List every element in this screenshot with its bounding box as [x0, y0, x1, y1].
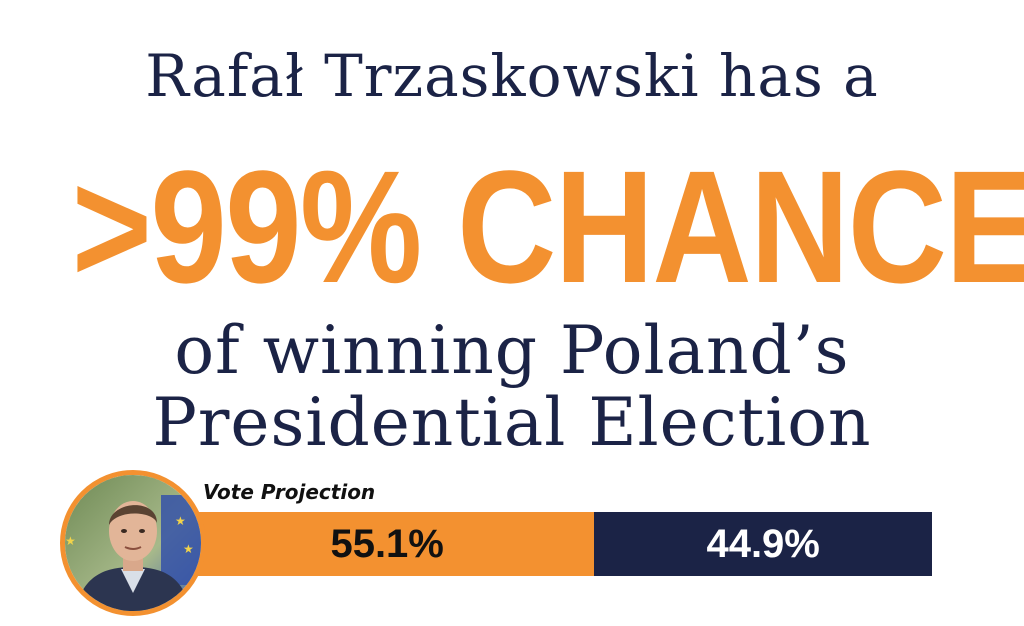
headline-line-1: Rafał Trzaskowski has a: [145, 42, 879, 110]
headline-line-3: of winning Poland’s: [174, 312, 850, 389]
svg-text:★: ★: [183, 542, 194, 556]
headline-line-4: Presidential Election: [152, 384, 872, 461]
headline-chance: >99% CHANCE: [71, 137, 1024, 316]
opponent-share-label: 44.9%: [706, 521, 820, 566]
svg-text:★: ★: [175, 514, 186, 528]
vote-projection-label: Vote Projection: [203, 480, 376, 504]
opponent-share-bar: 44.9%: [594, 512, 932, 576]
vote-projection-bar: 55.1% 44.9%: [180, 512, 932, 576]
svg-text:★: ★: [65, 534, 76, 548]
trzaskowski-share-bar: 55.1%: [180, 512, 595, 576]
candidate-portrait-icon: ★ ★ ★: [65, 475, 201, 611]
trzaskowski-share-label: 55.1%: [330, 521, 444, 566]
candidate-avatar: ★ ★ ★: [60, 470, 206, 616]
